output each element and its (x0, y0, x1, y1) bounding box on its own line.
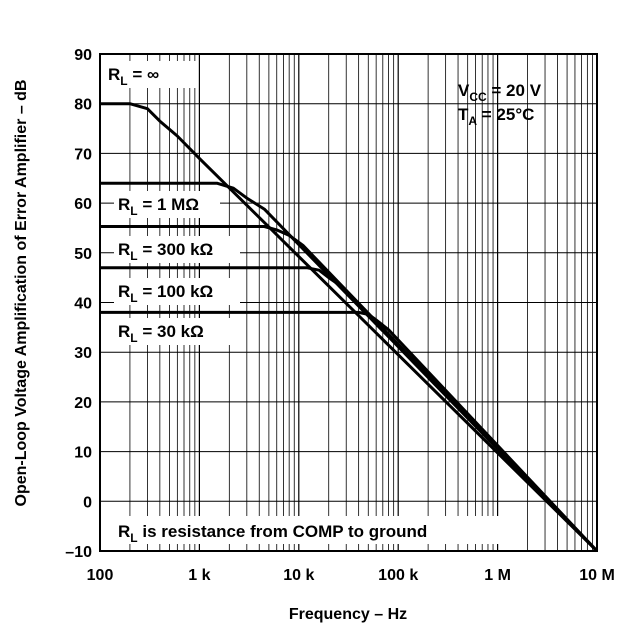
x-tick-label: 100 (87, 567, 114, 584)
y-tick-label: 70 (74, 146, 92, 163)
series-label: RL = 1 MΩ (118, 195, 199, 218)
y-tick-label: 80 (74, 97, 92, 114)
x-axis-label: Frequency – Hz (289, 606, 407, 623)
series-label-bg (114, 318, 230, 345)
note-annotation: RL is resistance from COMP to ground (118, 522, 427, 545)
y-tick-label: –10 (65, 544, 92, 561)
y-tick-label: 60 (74, 196, 92, 213)
series-label-bg (114, 236, 240, 263)
x-tick-label: 10 k (283, 567, 314, 584)
y-tick-label: 30 (74, 345, 92, 362)
series-label: RL = ∞ (108, 65, 159, 88)
y-tick-label: 90 (74, 47, 92, 64)
series-line-3 (100, 266, 599, 553)
tick-labels: 100 1 k 10 k 100 k 1 M 10 M –10 0 10 20 30 40 50 60 70… (65, 47, 614, 584)
series-line-0 (100, 102, 599, 553)
series-label: RL = 30 kΩ (118, 322, 204, 345)
note-background (112, 516, 522, 544)
series-label-bg (114, 191, 220, 218)
x-tick-label: 10 M (579, 567, 615, 584)
series-label: RL = 300 kΩ (118, 240, 213, 263)
ta-annotation: TA = 25°C (458, 105, 534, 128)
x-tick-label: 1 M (484, 567, 511, 584)
series-line-4 (100, 310, 599, 553)
series-label: RL = 100 kΩ (118, 282, 213, 305)
series-line-2 (100, 225, 599, 553)
series-label-bg (104, 61, 196, 88)
x-tick-label: 1 k (188, 567, 210, 584)
y-axis-label: Open-Loop Voltage Amplification of Error… (13, 80, 30, 507)
vcc-annotation: VCC = 20 V (458, 81, 542, 104)
y-tick-label: 40 (74, 296, 92, 313)
y-tick-label: 10 (74, 445, 92, 462)
series-label-bg (114, 278, 240, 305)
y-tick-label: 20 (74, 395, 92, 412)
series-labels: RL = ∞ RL = 1 MΩ RL = 300 kΩ RL = 100 kΩ RL … (104, 61, 240, 345)
y-tick-label: 0 (83, 494, 92, 511)
plot-frame (99, 53, 598, 552)
series-line-1 (100, 181, 599, 553)
x-tick-label: 100 k (378, 567, 418, 584)
curves (100, 102, 599, 553)
y-tick-label: 50 (74, 246, 92, 263)
